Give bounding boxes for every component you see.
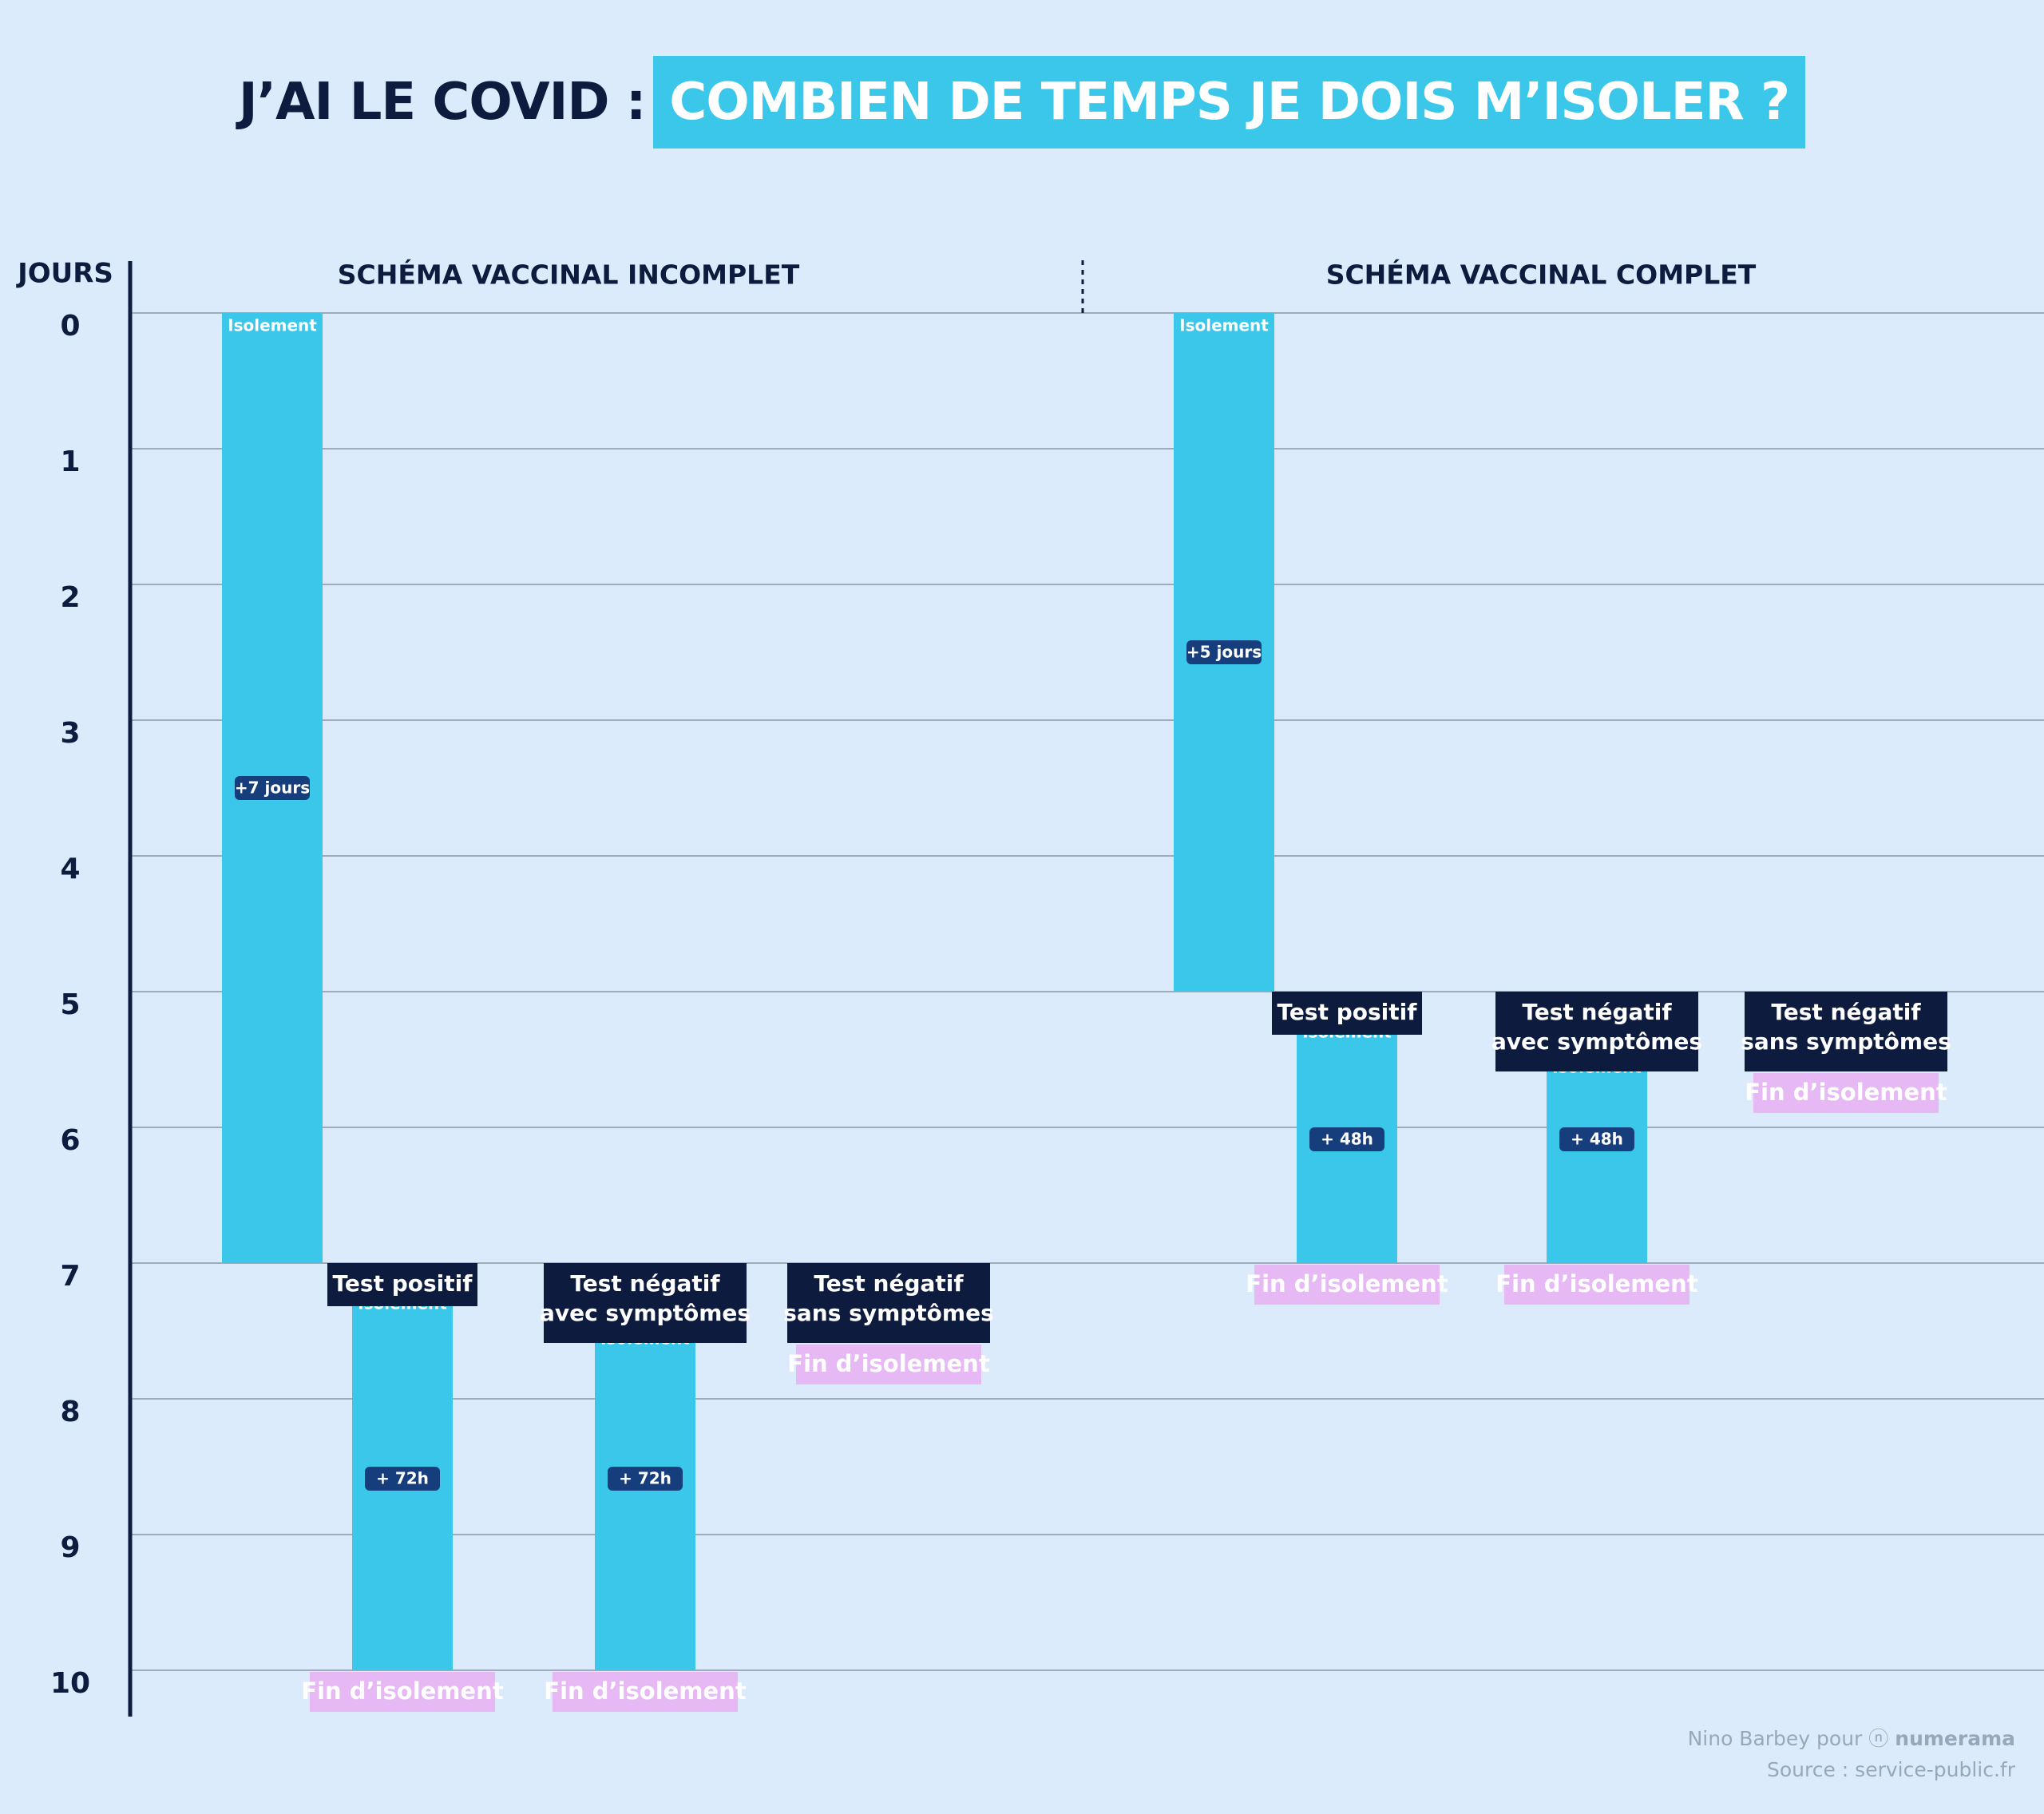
duration-badge-text-g2-c1: +5 jours: [1186, 643, 1262, 662]
end-label-text-g1-c4: Fin d’isolement: [787, 1350, 990, 1377]
y-tick-label-1: 1: [60, 446, 80, 478]
test-header-text-g1-c4-2: sans symptômes: [783, 1300, 994, 1326]
duration-badge-g1-c2: [365, 1467, 440, 1491]
y-tick-label-10: 10: [50, 1667, 90, 1700]
test-header-text-g1-c4-1: Test négatif: [814, 1270, 964, 1297]
bar-top-label-g1-c1: Isolement: [228, 316, 317, 335]
test-header-text-g1-c2-1: Test positif: [333, 1270, 473, 1297]
end-label-text-g1-c2: Fin d’isolement: [301, 1677, 504, 1705]
y-tick-label-5: 5: [60, 988, 80, 1021]
bar-top-label-g2-c1: Isolement: [1179, 316, 1269, 335]
credit-author: Nino Barbey pour ⓝ numerama: [1688, 1723, 2015, 1752]
duration-badge-g2-c3: [1559, 1127, 1634, 1151]
y-tick-label-0: 0: [60, 310, 80, 343]
y-tick-label-3: 3: [60, 717, 80, 750]
duration-badge-g1-c1: [235, 776, 310, 800]
test-header-text-g2-c2-1: Test positif: [1278, 999, 1418, 1025]
end-label-box-g2-c4: [1753, 1073, 1939, 1113]
numerama-logo-icon: ⓝ: [1868, 1727, 1889, 1750]
test-header-box-g2-c2: [1272, 992, 1422, 1035]
duration-badge-text-g1-c2: + 72h: [376, 1469, 429, 1488]
duration-badge-text-g1-c1: +7 jours: [235, 778, 310, 798]
end-label-box-g1-c4: [796, 1345, 981, 1384]
test-header-text-g1-c3-1: Test négatif: [570, 1270, 720, 1297]
end-label-box-g1-c3: [553, 1672, 738, 1712]
test-header-box-g2-c3: [1495, 992, 1698, 1071]
title-part-2-highlight: COMBIEN DE TEMPS JE DOIS M’ISOLER ?: [653, 56, 1806, 149]
y-tick-label-8: 8: [60, 1396, 80, 1428]
test-header-text-g1-c3-2: avec symptômes: [540, 1300, 751, 1326]
page-title: J’AI LE COVID : COMBIEN DE TEMPS JE DOIS …: [0, 56, 2044, 149]
y-tick-label-6: 6: [60, 1124, 80, 1157]
test-header-box-g1-c2: [327, 1263, 477, 1306]
end-label-box-g2-c3: [1504, 1265, 1689, 1305]
group-header-2: SCHÉMA VACCINAL COMPLET: [1326, 259, 1757, 291]
end-label-text-g2-c2: Fin d’isolement: [1246, 1270, 1448, 1297]
duration-badge-text-g2-c2: + 48h: [1321, 1130, 1373, 1149]
duration-badge-g1-c3: [608, 1467, 683, 1491]
test-header-text-g2-c4-2: sans symptômes: [1741, 1028, 1951, 1055]
credit-author-text: Nino Barbey pour: [1687, 1727, 1863, 1750]
duration-badge-g2-c1: [1186, 640, 1262, 664]
y-tick-label-7: 7: [60, 1260, 80, 1293]
end-label-text-g2-c3: Fin d’isolement: [1495, 1270, 1698, 1297]
test-header-box-g1-c4: [787, 1263, 990, 1343]
test-header-box-g1-c3: [544, 1263, 747, 1343]
group-header-1: SCHÉMA VACCINAL INCOMPLET: [338, 259, 800, 291]
end-label-text-g1-c3: Fin d’isolement: [544, 1677, 747, 1705]
end-label-box-g1-c2: [310, 1672, 495, 1712]
credit-brand: numerama: [1895, 1727, 2015, 1750]
end-label-box-g2-c2: [1254, 1265, 1440, 1305]
y-tick-label-9: 9: [60, 1531, 80, 1564]
y-axis-title: JOURS: [16, 258, 113, 290]
y-tick-label-4: 4: [60, 853, 80, 885]
end-label-text-g2-c4: Fin d’isolement: [1745, 1079, 1947, 1106]
test-header-text-g2-c4-1: Test négatif: [1771, 999, 1921, 1025]
credit-source: Source : service-public.fr: [1767, 1758, 2015, 1781]
test-header-box-g2-c4: [1745, 992, 1947, 1071]
duration-badge-text-g2-c3: + 48h: [1571, 1130, 1623, 1149]
title-part-1: J’AI LE COVID :: [238, 73, 647, 132]
test-header-text-g2-c3-2: avec symptômes: [1491, 1028, 1702, 1055]
test-header-text-g2-c3-1: Test négatif: [1522, 999, 1672, 1025]
y-tick-label-2: 2: [60, 581, 80, 614]
duration-badge-text-g1-c3: + 72h: [619, 1469, 671, 1488]
duration-badge-g2-c2: [1309, 1127, 1384, 1151]
